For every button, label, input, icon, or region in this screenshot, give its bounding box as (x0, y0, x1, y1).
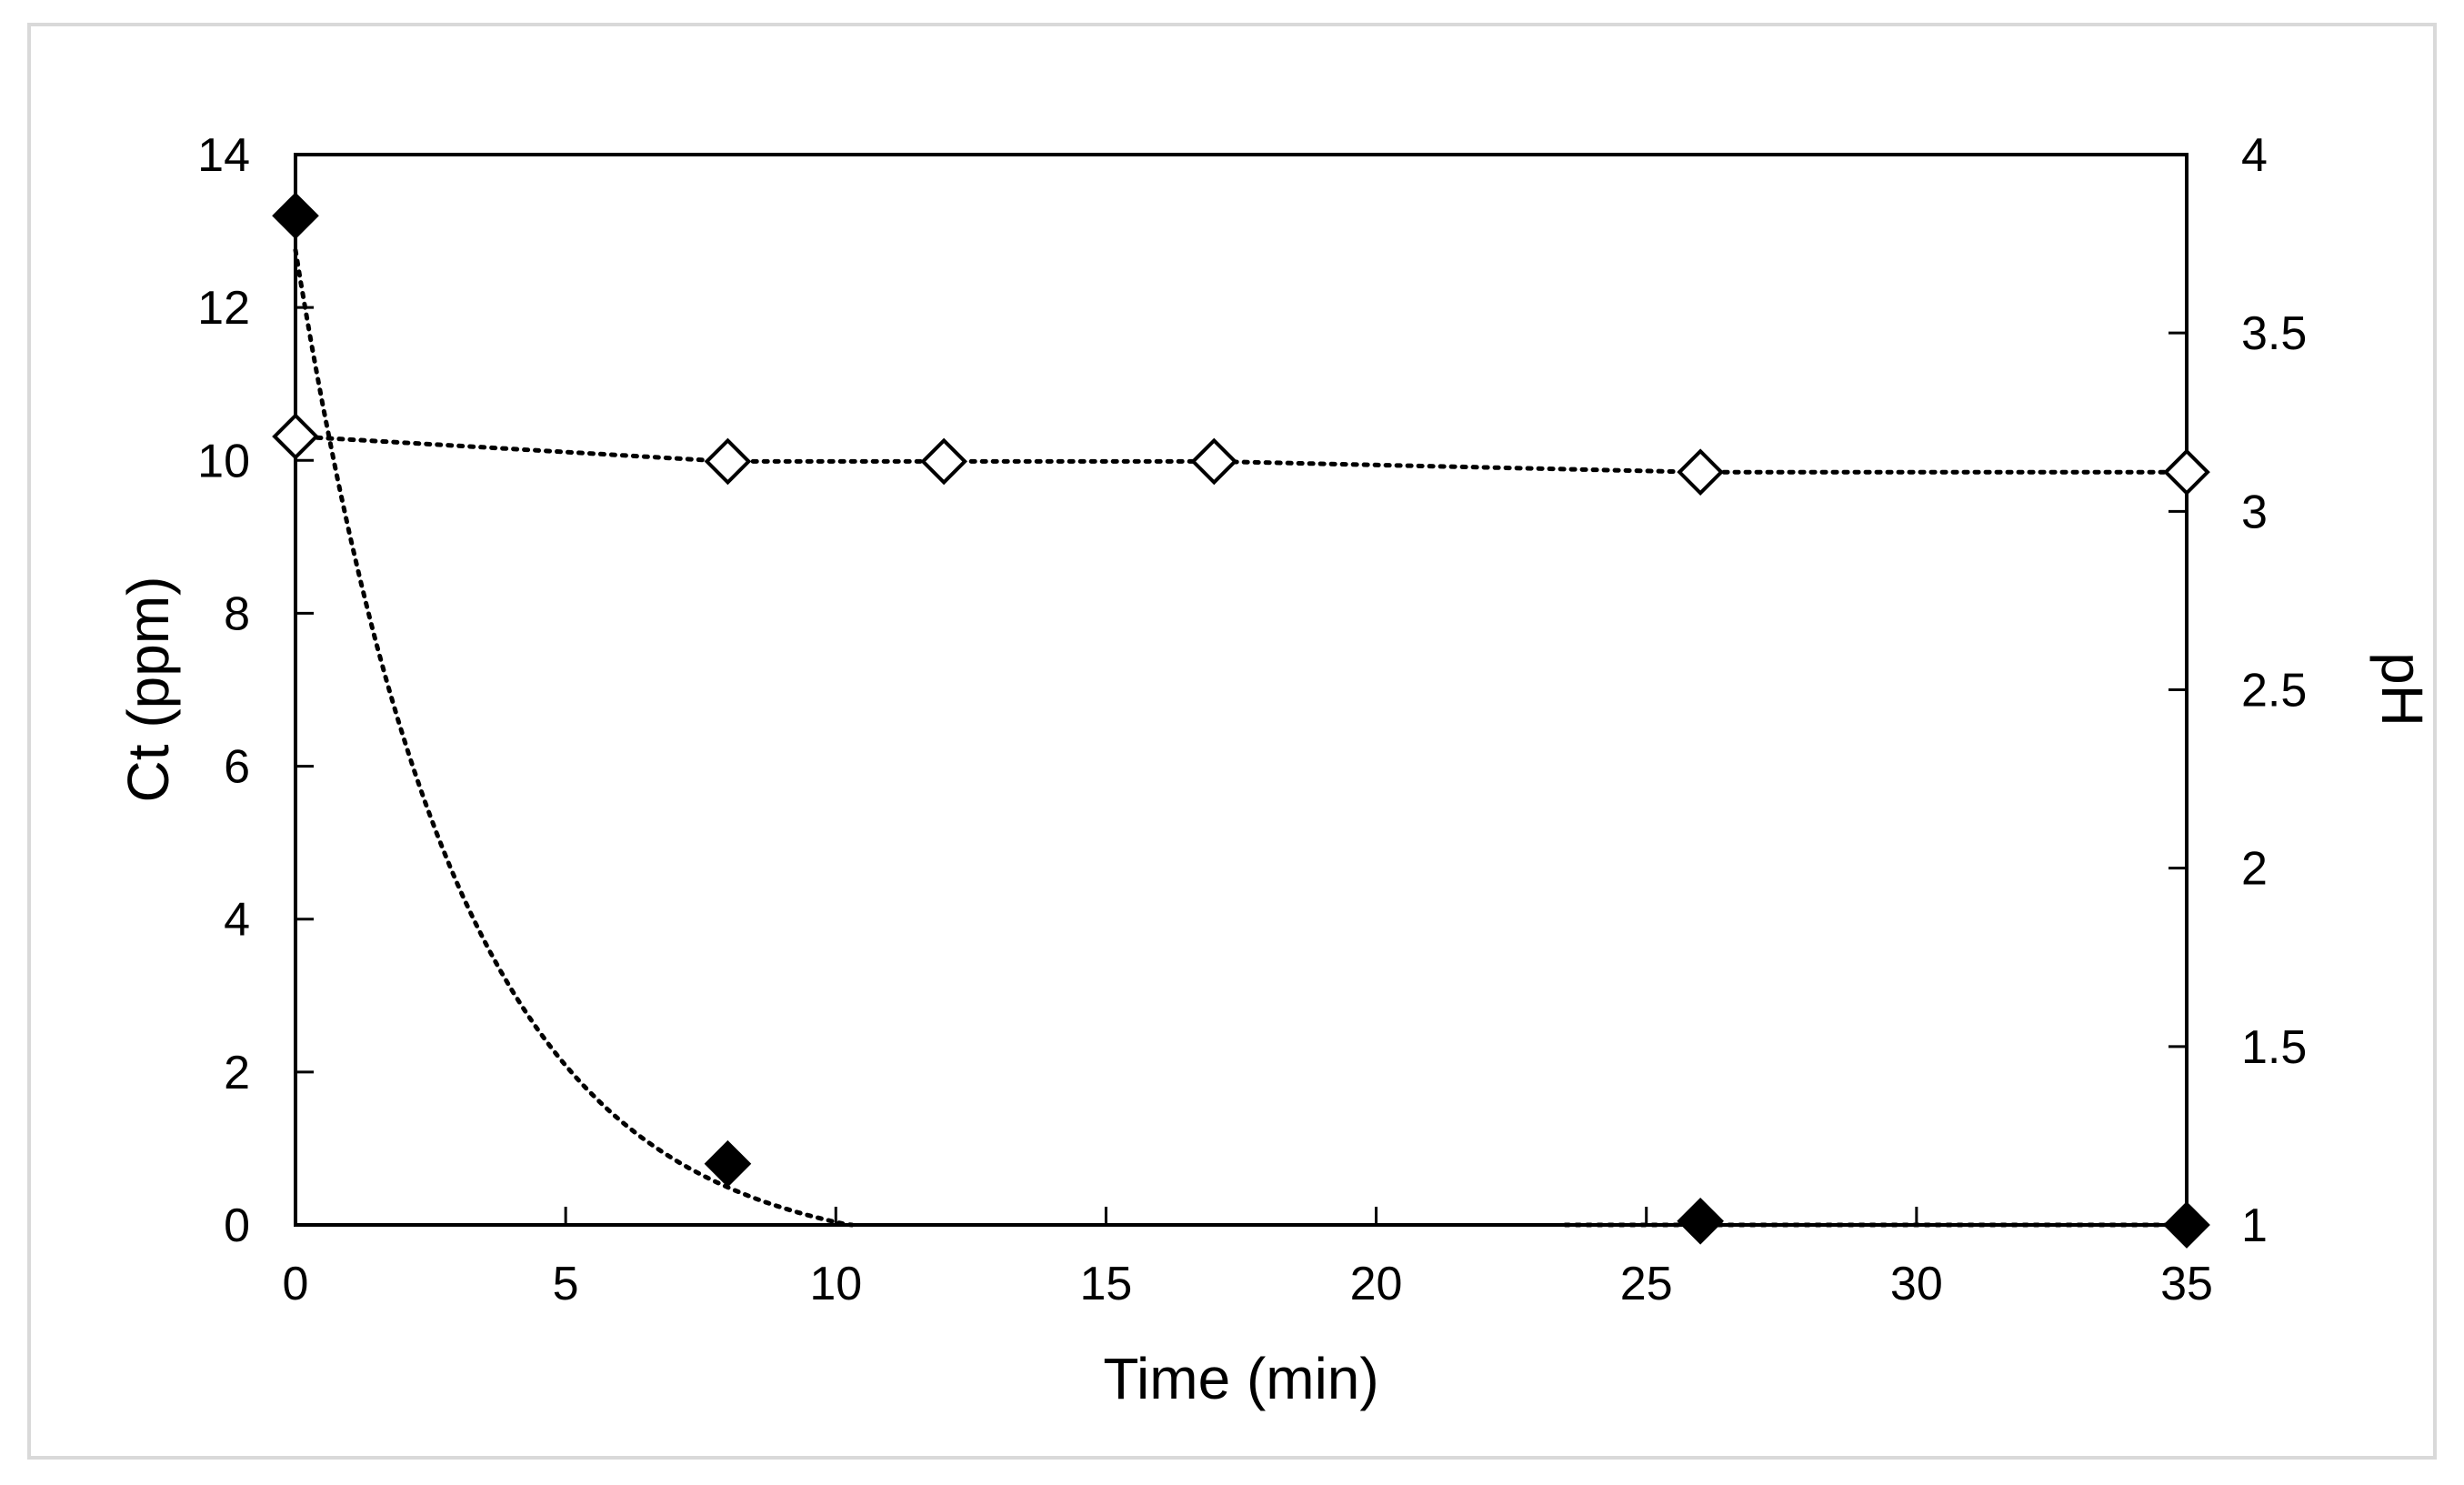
ph-data-point (920, 437, 967, 486)
y-left-tick-label: 6 (224, 741, 250, 794)
ct-data-point (1677, 1197, 1724, 1245)
y-left-tick-label: 8 (224, 587, 250, 640)
y-left-tick-label: 10 (197, 435, 250, 487)
x-tick-label: 15 (1080, 1258, 1133, 1310)
y-right-tick-label: 3.5 (2241, 307, 2307, 360)
ticks-layer: 0 5 10 15 20 25 30 35 0 2 4 6 8 10 12 14 1 1.5 2 2.5 3 3.5 4 (197, 129, 2307, 1310)
y-right-tick-label: 2 (2241, 843, 2268, 896)
x-tick-label: 35 (2160, 1258, 2213, 1310)
x-tick-label: 25 (1620, 1258, 1673, 1310)
y-left-tick-label: 0 (224, 1199, 250, 1252)
ph-data-point (704, 437, 752, 486)
y-right-tick-label: 2.5 (2241, 665, 2307, 717)
y-left-tick-label: 2 (224, 1047, 250, 1099)
x-tick-label: 10 (809, 1258, 862, 1310)
chart-frame (27, 23, 2437, 1460)
plot-area (294, 153, 2189, 1227)
y-left-tick-label: 12 (197, 282, 250, 335)
y-right-tick-label: 1.5 (2241, 1021, 2307, 1074)
ct-data-point (2163, 1201, 2210, 1249)
x-tick-label: 5 (553, 1258, 579, 1310)
x-axis-title: Time (min) (1103, 1346, 1378, 1411)
x-tick-label: 0 (283, 1258, 309, 1310)
y-right-tick-label: 4 (2241, 129, 2268, 182)
y-right-tick-label: 1 (2241, 1199, 2268, 1252)
series-2-trend-line (293, 434, 2189, 475)
series-1-trend-line (293, 247, 2189, 1228)
ct-data-point (272, 192, 319, 240)
y-left-axis-title: Ct (ppm) (115, 577, 181, 803)
y-right-tick-label: 3 (2241, 486, 2268, 538)
markers-layer (272, 192, 2210, 1249)
y-left-tick-label: 14 (197, 129, 250, 182)
x-tick-label: 20 (1350, 1258, 1403, 1310)
ph-data-point (1677, 448, 1724, 497)
y-right-axis-title: pH (2369, 652, 2435, 727)
series-layer (293, 247, 2189, 1228)
ct-data-point (704, 1139, 752, 1188)
y-left-tick-label: 4 (224, 894, 250, 947)
x-tick-label: 30 (1890, 1258, 1943, 1310)
ph-data-point (272, 413, 319, 460)
ph-data-point (1190, 437, 1238, 486)
ph-data-point (2163, 448, 2210, 497)
